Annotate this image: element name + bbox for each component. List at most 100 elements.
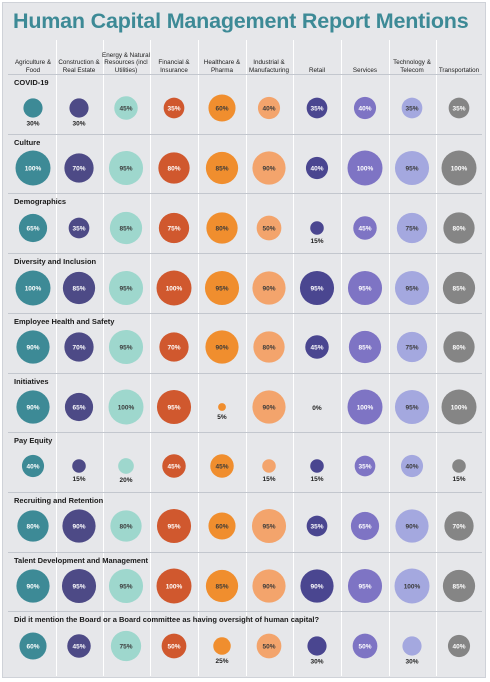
bubble xyxy=(204,270,240,306)
value-label: 35% xyxy=(310,106,323,113)
bubble xyxy=(72,459,86,473)
value-label: 90% xyxy=(26,584,39,591)
value-label: 50% xyxy=(358,644,371,651)
bubble xyxy=(210,454,234,478)
bubble xyxy=(158,152,190,184)
row-title: Demographics xyxy=(14,197,67,206)
bubble xyxy=(262,459,276,473)
bubble xyxy=(394,568,430,604)
bubble xyxy=(62,509,96,543)
row-title: Recruiting and Retention xyxy=(14,496,104,505)
value-label: 40% xyxy=(262,106,275,113)
bubble xyxy=(205,330,239,364)
value-label: 85% xyxy=(215,166,228,173)
value-label: 70% xyxy=(452,524,465,531)
value-label: 35% xyxy=(167,106,180,113)
column-divider xyxy=(103,40,104,676)
row-divider xyxy=(8,492,482,493)
bubble xyxy=(400,454,424,478)
value-label: 100% xyxy=(166,584,183,591)
value-label: 90% xyxy=(26,345,39,352)
column-divider xyxy=(293,40,294,676)
value-label: 90% xyxy=(215,345,228,352)
value-label: 50% xyxy=(262,644,275,651)
row-divider xyxy=(8,74,482,75)
bubble xyxy=(108,270,144,306)
bubble xyxy=(21,454,45,478)
bubble xyxy=(108,568,144,604)
category-label: Transportation xyxy=(438,66,480,74)
value-label: 90% xyxy=(262,286,275,293)
bubble xyxy=(162,454,186,478)
bubble xyxy=(15,270,51,306)
bubble xyxy=(253,331,285,363)
bubble xyxy=(159,332,189,362)
bubble xyxy=(252,569,286,603)
value-label: 95% xyxy=(72,584,85,591)
bubble xyxy=(310,221,324,235)
bubble xyxy=(67,634,91,658)
value-label: 100% xyxy=(404,584,421,591)
bubble xyxy=(61,568,97,604)
value-label: 85% xyxy=(452,286,465,293)
bubble xyxy=(110,630,142,662)
bubble xyxy=(252,271,286,305)
value-label: 40% xyxy=(310,166,323,173)
bubble xyxy=(305,156,329,180)
value-label: 95% xyxy=(119,286,132,293)
bubble xyxy=(161,633,187,659)
bubble xyxy=(108,150,144,186)
value-label: 95% xyxy=(262,524,275,531)
value-label: 75% xyxy=(405,345,418,352)
bubble xyxy=(441,389,477,425)
row-divider xyxy=(8,193,482,194)
value-label: 30% xyxy=(26,121,39,128)
value-label: 50% xyxy=(262,226,275,233)
bubble xyxy=(307,636,327,656)
value-label: 45% xyxy=(215,464,228,471)
column-divider xyxy=(341,40,342,676)
bubble xyxy=(110,510,142,542)
value-label: 65% xyxy=(358,524,371,531)
value-label: 100% xyxy=(166,286,183,293)
value-label: 15% xyxy=(452,476,465,483)
bubble xyxy=(205,569,239,603)
value-label: 95% xyxy=(358,584,371,591)
column-divider xyxy=(436,40,437,676)
value-label: 5% xyxy=(217,414,227,421)
bubble xyxy=(305,335,329,359)
value-label: 30% xyxy=(405,659,418,666)
value-label: 90% xyxy=(26,405,39,412)
value-label: 45% xyxy=(72,644,85,651)
value-label: 35% xyxy=(405,106,418,113)
category-label: Healthcare & Pharma xyxy=(203,59,241,74)
value-label: 70% xyxy=(72,166,85,173)
bubble xyxy=(394,389,430,425)
bubble xyxy=(156,508,192,544)
bubble xyxy=(17,510,49,542)
bubble xyxy=(156,568,192,604)
bubble xyxy=(347,389,383,425)
value-label: 25% xyxy=(215,658,228,665)
bubble xyxy=(16,569,50,603)
category-label: Agriculture & Food xyxy=(14,59,52,74)
bubble xyxy=(348,330,382,364)
bubble xyxy=(16,390,50,424)
row-divider xyxy=(8,134,482,135)
value-label: 100% xyxy=(451,405,468,412)
row-divider xyxy=(8,373,482,374)
value-label: 80% xyxy=(167,166,180,173)
bubble xyxy=(208,94,236,122)
category-label: Industrial & Manufacturing xyxy=(249,59,289,74)
bubble xyxy=(353,96,377,120)
bubble xyxy=(108,389,144,425)
column-divider xyxy=(150,40,151,676)
bubble xyxy=(206,212,238,244)
value-label: 75% xyxy=(119,644,132,651)
bubble xyxy=(447,634,471,658)
bubble xyxy=(347,270,383,306)
category-label: Financial & Insurance xyxy=(158,59,190,74)
bubble xyxy=(156,270,192,306)
bubble xyxy=(300,569,334,603)
bubble xyxy=(156,389,192,425)
